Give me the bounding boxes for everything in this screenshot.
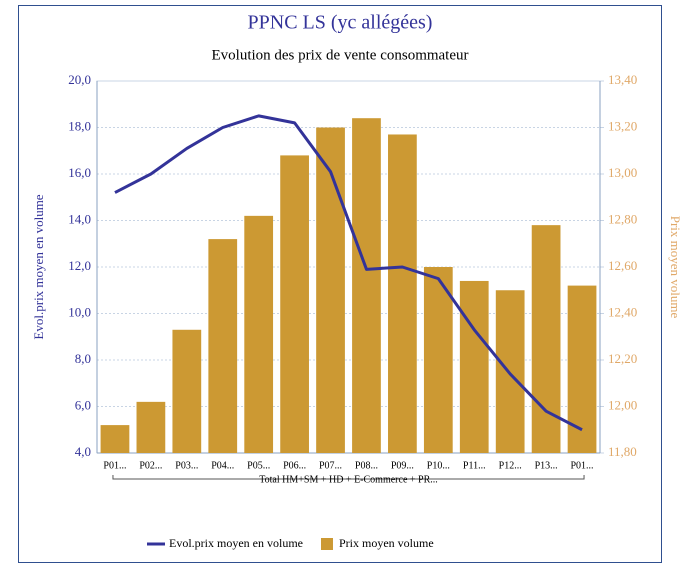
y2-tick-label: 12,60 <box>608 258 637 273</box>
x-tick-label: P06... <box>283 460 306 471</box>
x-tick-label: P11... <box>463 460 486 471</box>
y2-tick-label: 12,20 <box>608 351 637 366</box>
x-tick-label: P02... <box>139 460 162 471</box>
group-label: Total HM+SM + HD + E-Commerce + PR... <box>259 474 438 485</box>
bar <box>423 267 453 453</box>
chart-subtitle: Evolution des prix de vente consommateur <box>211 47 468 63</box>
bar <box>388 134 417 453</box>
y-tick-label: 6,0 <box>75 397 91 412</box>
y2-tick-label: 11,80 <box>608 444 637 459</box>
y2-tick-label: 12,40 <box>608 304 637 319</box>
bar <box>208 239 238 453</box>
bar <box>244 215 274 453</box>
y-tick-label: 8,0 <box>75 351 91 366</box>
y2-tick-label: 13,40 <box>608 72 637 87</box>
bar <box>531 225 561 453</box>
bar <box>280 155 309 453</box>
x-tick-label: P12... <box>499 460 522 471</box>
group-bracket <box>112 475 585 480</box>
line <box>114 114 583 432</box>
bar <box>100 425 130 453</box>
x-tick-label: P10... <box>427 460 450 471</box>
y2-tick-label: 12,00 <box>608 397 637 412</box>
legend-swatch <box>320 538 333 550</box>
y-tick-label: 16,0 <box>68 165 91 180</box>
y-tick-label: 14,0 <box>68 211 91 226</box>
x-tick-label: P08... <box>355 460 378 471</box>
bar <box>316 127 345 453</box>
bar <box>352 118 381 453</box>
legend-label: Prix moyen volume <box>339 536 434 550</box>
x-tick-label: P07... <box>319 460 342 471</box>
x-tick-label: P01... <box>571 460 594 471</box>
x-tick-label: P01... <box>103 460 126 471</box>
y-tick-label: 18,0 <box>68 118 91 133</box>
y-tick-label: 20,0 <box>68 72 91 87</box>
bar <box>172 329 202 453</box>
x-tick-label: P03... <box>175 460 198 471</box>
legend-label: Evol.prix moyen en volume <box>169 536 303 550</box>
x-tick-label: P09... <box>391 460 414 471</box>
x-tick-label: P13... <box>535 460 558 471</box>
y2-tick-label: 13,20 <box>608 118 637 133</box>
y2-axis-label: Prix moyen volume <box>668 216 680 319</box>
bar <box>567 285 597 453</box>
bar <box>459 280 489 453</box>
y-axis-label: Evol.prix moyen en volume <box>31 194 46 339</box>
bar <box>136 401 166 453</box>
y-tick-label: 4,0 <box>75 444 91 459</box>
x-tick-label: P04... <box>211 460 234 471</box>
x-tick-label: P05... <box>247 460 270 471</box>
y2-tick-label: 13,00 <box>608 165 637 180</box>
chart-title: PPNC LS (yc allégées) <box>248 12 433 34</box>
y-tick-label: 10,0 <box>68 304 91 319</box>
y-tick-label: 12,0 <box>68 258 91 273</box>
y2-tick-label: 12,80 <box>608 211 637 226</box>
